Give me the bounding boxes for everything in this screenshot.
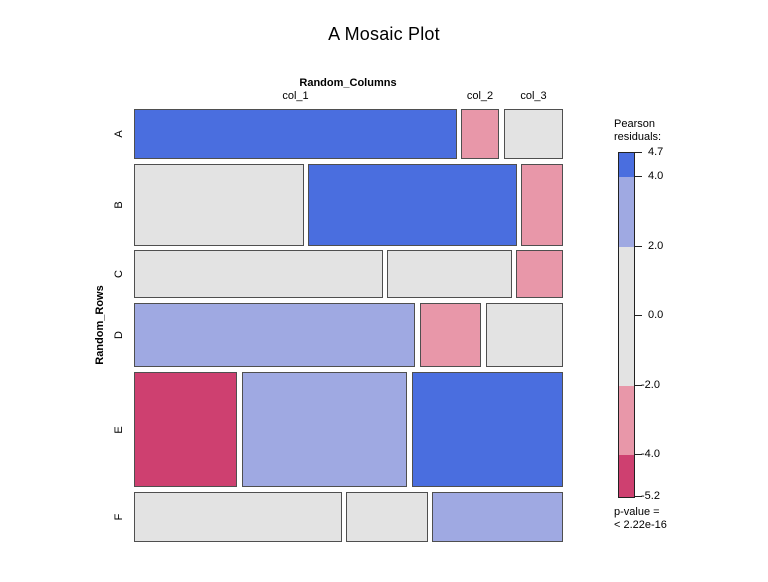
row-label-D: D bbox=[113, 331, 125, 339]
legend-segment--2to2 bbox=[619, 246, 634, 386]
mosaic-cell-B-col_2 bbox=[308, 164, 517, 246]
legend-tick-label-4.7: 4.7 bbox=[648, 146, 664, 158]
legend-title-line2: residuals: bbox=[614, 131, 662, 143]
mosaic-cell-E-col_1 bbox=[134, 372, 237, 487]
legend-title: Pearson residuals: bbox=[614, 118, 661, 144]
mosaic-cell-C-col_3 bbox=[516, 250, 563, 298]
legend-tick-mark--4.0 bbox=[635, 454, 642, 456]
column-label-col_3: col_3 bbox=[520, 90, 547, 102]
row-label-C: C bbox=[113, 270, 125, 278]
mosaic-cell-D-col_1 bbox=[134, 303, 415, 367]
mosaic-cell-B-col_3 bbox=[521, 164, 563, 246]
plot-title: A Mosaic Plot bbox=[328, 24, 440, 44]
pvalue-text: p-value = < 2.22e-16 bbox=[614, 506, 667, 532]
mosaic-cell-F-col_1 bbox=[134, 492, 342, 542]
row-label-E: E bbox=[113, 425, 125, 434]
legend-segment--4to-2 bbox=[619, 385, 634, 456]
mosaic-cell-F-col_2 bbox=[346, 492, 428, 542]
legend-color-bar bbox=[618, 152, 635, 498]
mosaic-cell-A-col_2 bbox=[461, 109, 499, 159]
rows-axis-label: Random_Rows bbox=[94, 285, 106, 365]
mosaic-cell-D-col_2 bbox=[420, 303, 481, 367]
column-label-col_2: col_2 bbox=[466, 90, 494, 102]
legend-tick-label-4.0: 4.0 bbox=[648, 170, 664, 183]
mosaic-cell-D-col_3 bbox=[486, 303, 563, 367]
mosaic-cell-E-col_2 bbox=[242, 372, 407, 487]
mosaic-cell-A-col_3 bbox=[504, 109, 563, 159]
legend-segment-2to4 bbox=[619, 177, 634, 247]
mosaic-cell-F-col_3 bbox=[432, 492, 563, 542]
legend-title-line1: Pearson bbox=[614, 118, 655, 130]
legend-tick-mark--2.0 bbox=[635, 384, 642, 386]
mosaic-cell-E-col_3 bbox=[412, 372, 563, 487]
legend-tick-mark-4.7 bbox=[635, 152, 642, 153]
mosaic-cell-C-col_1 bbox=[134, 250, 383, 298]
legend-tick-mark-2.0 bbox=[635, 245, 642, 247]
mosaic-cell-B-col_1 bbox=[134, 164, 304, 246]
columns-axis-label: Random_Columns bbox=[299, 77, 397, 89]
mosaic-cell-C-col_2 bbox=[387, 250, 512, 298]
row-label-F: F bbox=[113, 513, 125, 521]
column-label-col_1: col_1 bbox=[282, 90, 309, 102]
legend-tick-mark-4.0 bbox=[635, 176, 642, 178]
legend-tick-mark-0.0 bbox=[635, 315, 642, 317]
legend-tick-label--5.2: -5.2 bbox=[641, 490, 660, 502]
legend-tick-label-2.0: 2.0 bbox=[648, 239, 664, 252]
pvalue-line2: < 2.22e-16 bbox=[614, 519, 667, 531]
legend-tick-label-0.0: 0.0 bbox=[648, 309, 664, 322]
mosaic-cell-A-col_1 bbox=[134, 109, 457, 159]
legend-segment-<-4 bbox=[619, 455, 634, 497]
row-label-B: B bbox=[113, 201, 125, 209]
legend-tick-label--2.0: -2.0 bbox=[641, 378, 660, 391]
legend-tick-mark--5.2 bbox=[635, 496, 642, 497]
legend-tick-label--4.0: -4.0 bbox=[641, 448, 660, 461]
legend-segment->4 bbox=[619, 153, 634, 178]
pvalue-line1: p-value = bbox=[614, 506, 660, 518]
row-label-A: A bbox=[113, 130, 125, 138]
